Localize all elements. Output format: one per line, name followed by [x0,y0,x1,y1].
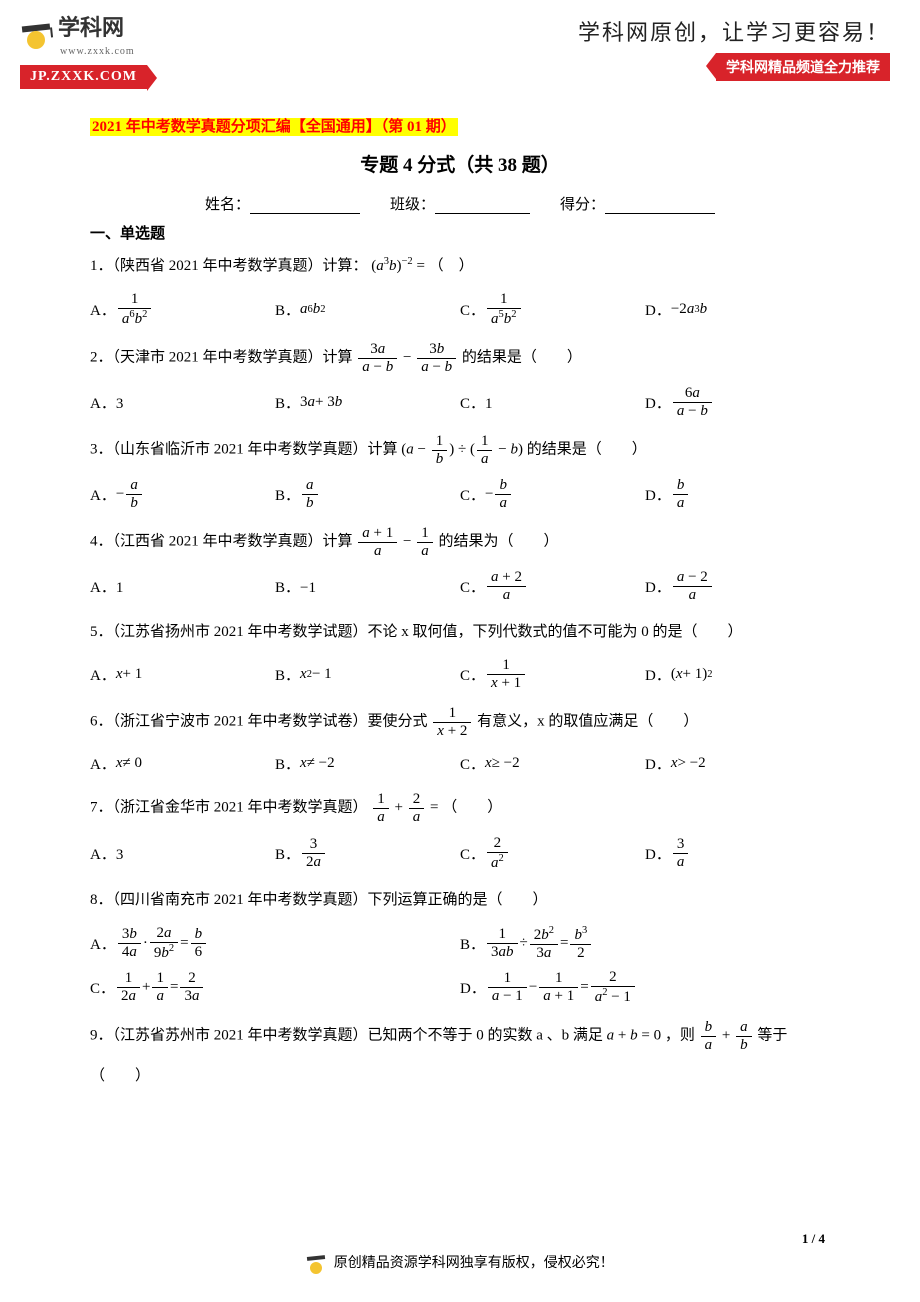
scholar-icon [20,19,52,51]
logo-badge: JP.ZXXK.COM [20,65,147,89]
info-line: 姓名： 班级： 得分： [90,193,830,214]
doc-title: 2021 年中考数学真题分项汇编【全国通用】（第 01 期） [90,118,458,136]
q1-opt-d[interactable]: D． −2a3b [645,287,830,331]
q7-opt-c[interactable]: C．2a2 [460,831,645,875]
q5-opt-c[interactable]: C．1x + 1 [460,653,645,695]
question-2: 2．（天津市 2021 年中考数学真题）计算 3aa − b − 3ba − b… [90,341,830,375]
logo-top: 学科网 www.zxxk.com [20,10,147,59]
logo-block: 学科网 www.zxxk.com JP.ZXXK.COM [20,10,147,89]
q6-stem-a: 6．（浙江省宁波市 2021 年中考数学试卷）要使分式 [90,713,431,729]
q3-opt-a[interactable]: A．−ab [90,473,275,515]
q8-opt-b[interactable]: B． 13ab ÷ 2b23a = b32 [460,921,830,965]
q5-opt-b[interactable]: B．x2 − 1 [275,653,460,695]
q2-stem-b: 的结果是（ ） [462,349,582,365]
q3-stem-a: 3．（山东省临沂市 2021 年中考数学真题）计算 [90,441,401,457]
q8-opt-a[interactable]: A． 3b4a · 2a9b2 = b6 [90,921,460,965]
field-class-label: 班级： [390,193,435,214]
slogan: 学科网原创，让学习更容易！ [578,15,890,47]
q6-opt-d[interactable]: D．x > −2 [645,745,830,781]
q4-opt-c[interactable]: C．a + 2a [460,565,645,607]
question-9-cont: （ ） [90,1061,830,1091]
content: 2021 年中考数学真题分项汇编【全国通用】（第 01 期） 专题 4 分式（共… [0,95,920,1091]
q5-stem: 5．（江苏省扬州市 2021 年中考数学试题）不论 x 取何值，下列代数式的值不… [90,624,743,640]
logo-url: www.zxxk.com [60,46,135,57]
q3-stem-b: 的结果是（ ） [527,441,647,457]
field-name-label: 姓名： [205,193,250,214]
q6-opt-a[interactable]: A．x ≠ 0 [90,745,275,781]
header-right: 学科网原创，让学习更容易！ 学科网精品频道全力推荐 [578,15,890,81]
q7-opt-a[interactable]: A．3 [90,831,275,875]
q8-opt-d[interactable]: D． 1a − 1 − 1a + 1 = 2a2 − 1 [460,965,830,1009]
question-8: 8．（四川省南充市 2021 年中考数学真题）下列运算正确的是（ ） [90,885,830,915]
q3-options: A．−ab B．ab C．−ba D．ba [90,473,830,515]
promo-badge: 学科网精品频道全力推荐 [716,53,890,81]
q6-stem-b: 有意义，x 的取值应满足（ ） [477,713,698,729]
q5-options: A．x + 1 B．x2 − 1 C．1x + 1 D．(x + 1)2 [90,653,830,695]
question-1: 1．（陕西省 2021 年中考数学真题）计算： (a3b)−2 = （ ） [90,251,830,281]
field-score-label: 得分： [560,193,605,214]
q1-opt-a[interactable]: A． 1a6b2 [90,287,275,331]
question-9: 9．（江苏省苏州市 2021 年中考数学真题）已知两个不等于 0 的实数 a 、… [90,1019,830,1053]
q7-opt-d[interactable]: D．3a [645,831,830,875]
q6-opt-c[interactable]: C．x ≥ −2 [460,745,645,781]
footer: 原创精品资源学科网独享有版权，侵权必究！ [0,1252,920,1274]
q5-opt-d[interactable]: D．(x + 1)2 [645,653,830,695]
q3-opt-d[interactable]: D．ba [645,473,830,515]
q6-opt-b[interactable]: B．x ≠ −2 [275,745,460,781]
q3-opt-b[interactable]: B．ab [275,473,460,515]
q8-opt-c[interactable]: C． 12a + 1a = 23a [90,965,460,1009]
q4-options: A．1 B．−1 C．a + 2a D．a − 2a [90,565,830,607]
q2-opt-a[interactable]: A．3 [90,381,275,423]
q7-stem-b: （ ） [442,799,502,815]
q1-opt-c[interactable]: C． 1a5b2 [460,287,645,331]
question-4: 4．（江西省 2021 年中考数学真题）计算 a + 1a − 1a 的结果为（… [90,525,830,559]
question-3: 3．（山东省临沂市 2021 年中考数学真题）计算 (a − 1b) ÷ (1a… [90,433,830,467]
q1-stem-a: 1．（陕西省 2021 年中考数学真题）计算： [90,258,368,274]
question-7: 7．（浙江省金华市 2021 年中考数学真题） 1a + 2a = （ ） [90,791,830,825]
name-blank[interactable] [250,198,360,214]
q7-opt-b[interactable]: B．32a [275,831,460,875]
q9-stem-c: 等于 [757,1027,787,1043]
score-blank[interactable] [605,198,715,214]
q1-opt-b[interactable]: B． a6b2 [275,287,460,331]
q3-opt-c[interactable]: C．−ba [460,473,645,515]
q8-stem: 8．（四川省南充市 2021 年中考数学真题）下列运算正确的是（ ） [90,892,548,908]
q8-options: A． 3b4a · 2a9b2 = b6 B． 13ab ÷ 2b23a = b… [90,921,830,1009]
doc-title-row: 2021 年中考数学真题分项汇编【全国通用】（第 01 期） [90,115,830,136]
page-number: 1 / 4 [802,1231,825,1247]
q4-stem-b: 的结果为（ ） [438,533,558,549]
q4-stem-a: 4．（江西省 2021 年中考数学真题）计算 [90,533,356,549]
q1-stem-b: （ ） [429,258,474,274]
q7-options: A．3 B．32a C．2a2 D．3a [90,831,830,875]
q2-opt-c[interactable]: C．1 [460,381,645,423]
q5-opt-a[interactable]: A．x + 1 [90,653,275,695]
q4-opt-d[interactable]: D．a − 2a [645,565,830,607]
class-blank[interactable] [435,198,530,214]
q2-opt-b[interactable]: B．3a + 3b [275,381,460,423]
section-1-title: 一、单选题 [90,222,830,243]
q2-options: A．3 B．3a + 3b C．1 D． 6aa − b [90,381,830,423]
q6-options: A．x ≠ 0 B．x ≠ −2 C．x ≥ −2 D．x > −2 [90,745,830,781]
doc-subtitle: 专题 4 分式（共 38 题） [90,150,830,177]
logo-text: 学科网 [58,15,124,40]
q2-opt-d[interactable]: D． 6aa − b [645,381,830,423]
scholar-icon [306,1254,326,1274]
page-header: 学科网 www.zxxk.com JP.ZXXK.COM 学科网原创，让学习更容… [0,0,920,95]
q7-stem-a: 7．（浙江省金华市 2021 年中考数学真题） [90,799,368,815]
question-6: 6．（浙江省宁波市 2021 年中考数学试卷）要使分式 1x + 2 有意义，x… [90,705,830,739]
q4-opt-a[interactable]: A．1 [90,565,275,607]
q9-stem-a: 9．（江苏省苏州市 2021 年中考数学真题）已知两个不等于 0 的实数 a 、… [90,1027,607,1043]
footer-text: 原创精品资源学科网独享有版权，侵权必究！ [334,1256,614,1271]
q9-stem-d: （ ） [90,1068,150,1084]
q2-stem-a: 2．（天津市 2021 年中考数学真题）计算 [90,349,353,365]
q1-options: A． 1a6b2 B． a6b2 C． 1a5b2 D． −2a3b [90,287,830,331]
question-5: 5．（江苏省扬州市 2021 年中考数学试题）不论 x 取何值，下列代数式的值不… [90,617,830,647]
q9-stem-b: ，则 [665,1027,699,1043]
q4-opt-b[interactable]: B．−1 [275,565,460,607]
